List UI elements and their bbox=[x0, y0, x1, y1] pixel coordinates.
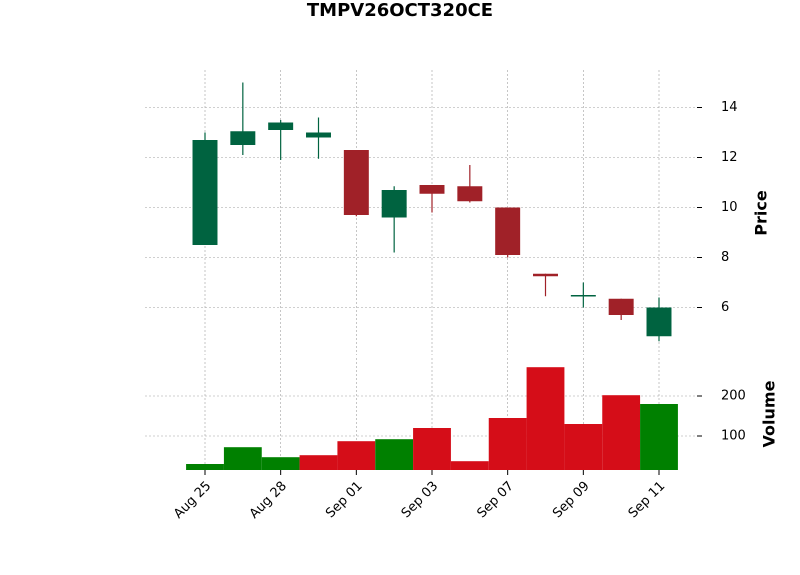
candle-body bbox=[230, 131, 256, 145]
y-tick-label: 200 bbox=[721, 389, 746, 404]
volume-bar bbox=[413, 428, 451, 470]
volume-bar bbox=[337, 441, 376, 470]
volume-bar bbox=[223, 447, 262, 470]
candle-body bbox=[646, 307, 672, 337]
volume-bar bbox=[186, 464, 224, 470]
volume-bar bbox=[299, 455, 338, 470]
x-tick-label: Sep 03 bbox=[399, 479, 442, 522]
x-tick-label: Sep 09 bbox=[550, 479, 593, 522]
candle-body bbox=[381, 190, 407, 218]
candle-body bbox=[495, 207, 521, 255]
candle-body bbox=[608, 298, 634, 315]
x-tick-label: Sep 11 bbox=[626, 479, 669, 522]
volume-bar bbox=[261, 457, 300, 470]
y-tick-label: 14 bbox=[721, 100, 738, 115]
x-tick-label: Sep 07 bbox=[474, 479, 517, 522]
candle-body bbox=[457, 186, 483, 202]
y-tick-label: 10 bbox=[721, 200, 738, 215]
candle-body bbox=[306, 132, 331, 138]
candle-body bbox=[343, 150, 369, 215]
volume-bar bbox=[375, 439, 414, 470]
candle-body bbox=[419, 185, 445, 194]
volume-bar bbox=[526, 367, 565, 470]
volume-bar bbox=[564, 424, 603, 470]
chart-title: TMPV26OCT320CE bbox=[307, 0, 493, 21]
volume-bar bbox=[450, 461, 489, 470]
y-tick-label: 6 bbox=[721, 300, 729, 315]
candle-body bbox=[192, 140, 218, 245]
y-tick-label: 100 bbox=[721, 429, 746, 444]
volume-bar bbox=[640, 404, 678, 470]
x-tick-label: Aug 25 bbox=[171, 479, 214, 522]
candle-body bbox=[570, 295, 596, 297]
x-tick-label: Sep 01 bbox=[323, 479, 366, 522]
y-tick-label: 8 bbox=[721, 250, 729, 265]
x-tick-label: Aug 28 bbox=[247, 479, 290, 522]
y-axis-label: Price bbox=[752, 190, 771, 236]
candle-body bbox=[533, 273, 558, 277]
y-tick-label: 12 bbox=[721, 150, 738, 165]
volume-bar bbox=[602, 395, 641, 470]
candle-body bbox=[268, 122, 294, 130]
volume-axis-label: Volume bbox=[760, 380, 779, 447]
volume-bar bbox=[488, 418, 527, 470]
